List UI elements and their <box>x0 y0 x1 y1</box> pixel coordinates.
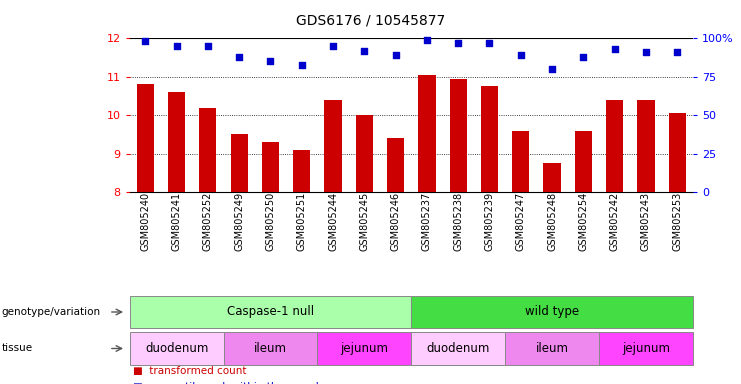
Bar <box>293 150 310 192</box>
Bar <box>130 332 224 365</box>
Bar <box>411 332 505 365</box>
Bar <box>325 100 342 192</box>
Bar <box>606 100 623 192</box>
Text: ileum: ileum <box>254 342 287 355</box>
Point <box>546 66 558 72</box>
Point <box>265 58 276 65</box>
Text: tissue: tissue <box>1 343 33 354</box>
Text: GSM805248: GSM805248 <box>547 192 557 251</box>
Point <box>608 46 620 52</box>
Bar <box>224 332 317 365</box>
Text: GDS6176 / 10545877: GDS6176 / 10545877 <box>296 13 445 27</box>
Text: GSM805251: GSM805251 <box>296 192 307 251</box>
Text: GSM805246: GSM805246 <box>391 192 401 251</box>
Text: Caspase-1 null: Caspase-1 null <box>227 306 314 318</box>
Text: duodenum: duodenum <box>145 342 208 355</box>
Text: GSM805243: GSM805243 <box>641 192 651 251</box>
Text: ■  percentile rank within the sample: ■ percentile rank within the sample <box>133 382 325 384</box>
Bar <box>637 100 654 192</box>
Text: ■  transformed count: ■ transformed count <box>133 366 247 376</box>
Point <box>170 43 182 49</box>
Point <box>233 54 245 60</box>
Bar <box>668 113 686 192</box>
Text: GSM805254: GSM805254 <box>578 192 588 251</box>
Text: GSM805249: GSM805249 <box>234 192 245 251</box>
Text: GSM805238: GSM805238 <box>453 192 463 251</box>
Text: GSM805253: GSM805253 <box>672 192 682 251</box>
Point <box>327 43 339 49</box>
Point <box>671 49 683 55</box>
Point <box>202 43 214 49</box>
Text: GSM805244: GSM805244 <box>328 192 338 251</box>
Text: genotype/variation: genotype/variation <box>1 307 101 317</box>
Point <box>390 52 402 58</box>
Point <box>359 48 370 54</box>
Text: ileum: ileum <box>536 342 568 355</box>
Text: GSM805240: GSM805240 <box>140 192 150 251</box>
Bar <box>130 296 411 328</box>
Bar <box>262 142 279 192</box>
Point <box>515 52 527 58</box>
Bar <box>168 92 185 192</box>
Bar <box>230 134 247 192</box>
Point <box>421 37 433 43</box>
Text: GSM805245: GSM805245 <box>359 192 369 251</box>
Bar <box>481 86 498 192</box>
Point <box>640 49 652 55</box>
Bar <box>411 296 693 328</box>
Point <box>139 38 151 45</box>
Text: GSM805242: GSM805242 <box>610 192 619 251</box>
Point <box>296 61 308 68</box>
Bar <box>543 163 561 192</box>
Bar <box>575 131 592 192</box>
Bar <box>418 75 436 192</box>
Text: GSM805250: GSM805250 <box>265 192 276 251</box>
Text: duodenum: duodenum <box>427 342 490 355</box>
Bar <box>505 332 599 365</box>
Bar <box>512 131 529 192</box>
Bar <box>199 108 216 192</box>
Text: wild type: wild type <box>525 306 579 318</box>
Bar <box>450 79 467 192</box>
Bar <box>317 332 411 365</box>
Bar <box>599 332 693 365</box>
Bar <box>356 115 373 192</box>
Text: jejunum: jejunum <box>340 342 388 355</box>
Point <box>577 54 589 60</box>
Text: GSM805239: GSM805239 <box>485 192 494 251</box>
Bar <box>387 138 405 192</box>
Point <box>452 40 464 46</box>
Text: GSM805241: GSM805241 <box>172 192 182 251</box>
Point <box>484 40 496 46</box>
Text: GSM805237: GSM805237 <box>422 192 432 251</box>
Text: GSM805252: GSM805252 <box>203 192 213 252</box>
Bar <box>136 84 154 192</box>
Text: jejunum: jejunum <box>622 342 670 355</box>
Text: GSM805247: GSM805247 <box>516 192 526 251</box>
